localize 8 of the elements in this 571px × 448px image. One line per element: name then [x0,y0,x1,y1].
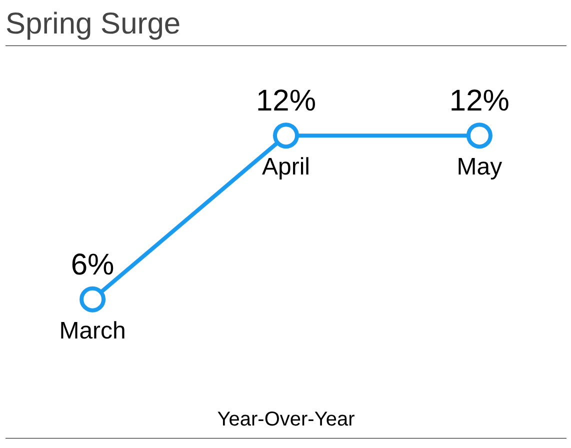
x-tick-label: March [59,317,126,344]
x-tick-label: April [262,154,310,181]
text: Year-Over-Year [217,408,356,430]
x-tick-label: May [456,154,502,181]
data-label: 12% [449,84,510,118]
data-label: 6% [70,248,114,282]
data-label: 12% [256,84,316,118]
chart-title: Spring Surge [6,8,181,40]
